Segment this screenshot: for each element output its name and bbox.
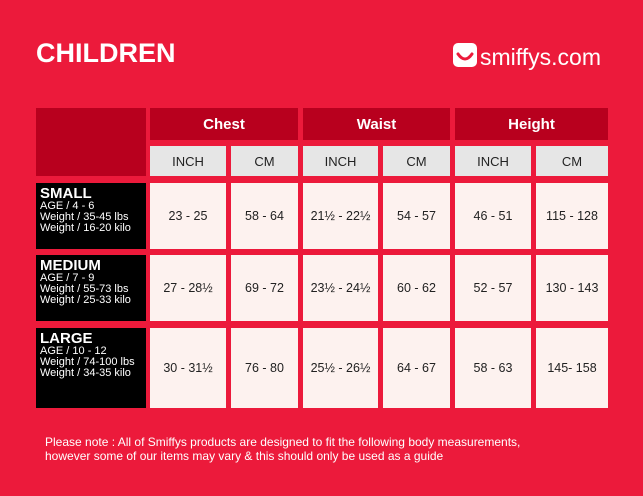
group-header: Waist: [303, 108, 450, 140]
measurement-cell: 115 - 128: [536, 183, 608, 249]
logo-icon: [453, 43, 477, 67]
size-detail: AGE / 10 - 12: [40, 345, 107, 357]
title: CHILDREN: [36, 38, 176, 68]
unit-header: CM: [383, 146, 450, 176]
size-name: LARGE: [40, 330, 93, 347]
size-detail: Weight / 55-73 lbs: [40, 283, 129, 295]
measurement-cell: 54 - 57: [383, 183, 450, 249]
measurement-cell: 21½ - 22½: [303, 183, 378, 249]
measurement-cell: 58 - 63: [455, 328, 531, 408]
unit-header: CM: [231, 146, 298, 176]
measurement-cell: 69 - 72: [231, 255, 298, 321]
group-header: Height: [455, 108, 608, 140]
unit-header: INCH: [150, 146, 226, 176]
size-detail: Weight / 16-20 kilo: [40, 222, 131, 234]
measurement-cell: 23 - 25: [150, 183, 226, 249]
measurement-cell: 25½ - 26½: [303, 328, 378, 408]
size-detail: AGE / 7 - 9: [40, 272, 95, 284]
size-detail: Weight / 74-100 lbs: [40, 356, 135, 368]
unit-header: CM: [536, 146, 608, 176]
measurement-cell: 23½ - 24½: [303, 255, 378, 321]
unit-header: INCH: [455, 146, 531, 176]
size-label: MEDIUM AGE / 7 - 9 Weight / 55-73 lbs Weigh…: [36, 255, 146, 321]
size-detail: AGE / 4 - 6: [40, 200, 95, 212]
measurement-cell: 76 - 80: [231, 328, 298, 408]
size-detail: Weight / 35-45 lbs: [40, 211, 129, 223]
logo: smiffys.com: [480, 44, 601, 70]
size-label: SMALL AGE / 4 - 6 Weight / 35-45 lbs Weight…: [36, 183, 146, 249]
size-detail: Weight / 34-35 kilo: [40, 367, 131, 379]
measurement-cell: 64 - 67: [383, 328, 450, 408]
measurement-cell: 145- 158: [536, 328, 608, 408]
size-label: LARGE AGE / 10 - 12 Weight / 74-100 lbs Wei…: [36, 328, 146, 408]
measurement-cell: 58 - 64: [231, 183, 298, 249]
note-line: however some of our items may vary & thi…: [45, 449, 444, 463]
measurement-cell: 52 - 57: [455, 255, 531, 321]
size-name: SMALL: [40, 185, 92, 202]
size-name: MEDIUM: [40, 257, 101, 274]
unit-header: INCH: [303, 146, 378, 176]
measurement-cell: 60 - 62: [383, 255, 450, 321]
size-detail: Weight / 25-33 kilo: [40, 294, 131, 306]
measurement-cell: 130 - 143: [536, 255, 608, 321]
measurement-cell: 30 - 31½: [150, 328, 226, 408]
measurement-cell: 46 - 51: [455, 183, 531, 249]
measurement-cell: 27 - 28½: [150, 255, 226, 321]
group-header: Chest: [150, 108, 298, 140]
corner-cell: [36, 108, 146, 176]
note-line: Please note : All of Smiffys products ar…: [45, 435, 521, 449]
